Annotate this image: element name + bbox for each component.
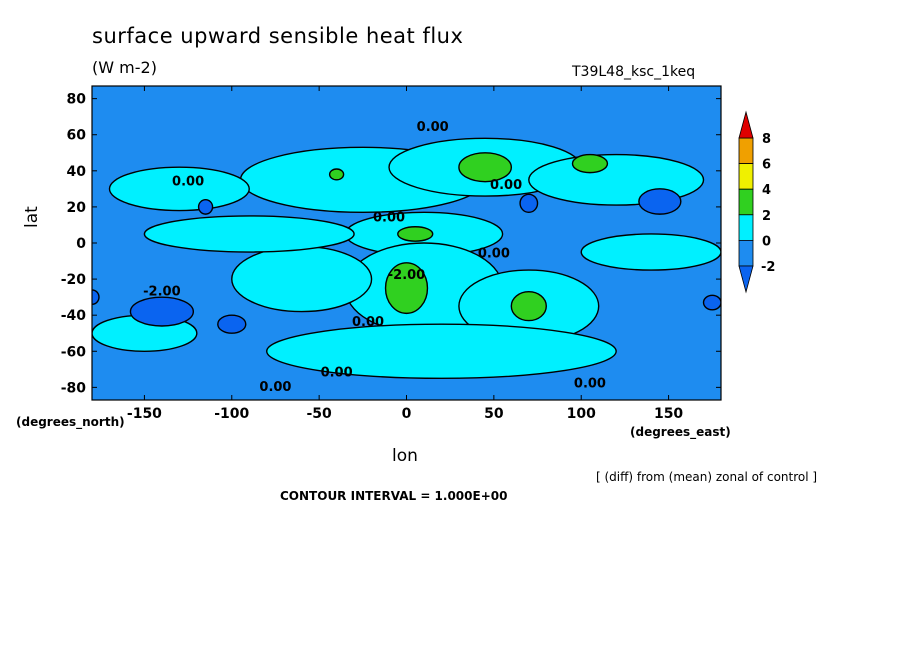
contour-labels: 0.00 0.00 0.00 0.00 0.00 -2.00 -2.00 0.00 0.00 0.… [143,120,606,395]
contour-label: 0.00 [417,120,449,135]
contour-label: -2.00 [388,268,425,283]
chart-units: (W m-2) [92,58,157,77]
x-axis-label: lon [392,446,418,466]
y-tick-label: 40 [67,164,87,180]
contour-label: 0.00 [478,246,510,261]
colorbar-max-arrow [738,110,754,139]
contour-label: 0.00 [259,380,291,395]
comparison-note: [ (diff) from (mean) zonal of control ] [596,470,818,484]
x-tick-label: -50 [306,406,332,422]
contour-region [397,226,434,242]
contour-region [519,193,539,214]
colorbar-label: 8 [762,132,771,147]
colorbar-band [738,188,754,216]
x-tick-label: 0 [402,406,412,422]
contour-region [571,153,609,174]
colorbar-label: 2 [762,209,771,224]
run-label: T39L48_ksc_1keq [572,64,696,80]
contour-region [580,233,721,271]
contour-region [143,215,355,253]
axes: -150 -100 -50 0 50 100 150 80 60 40 20 0 -20 -40 -60 -8… [61,86,721,422]
colorbar-band [738,239,754,267]
plot-area [92,86,721,400]
y-tick-label: 20 [67,200,87,216]
colorbar-label: -2 [761,260,775,275]
y-tick-label: -20 [61,272,87,288]
colorbar-band [738,137,754,165]
x-tick-label: -150 [127,406,162,422]
contour-label: 0.00 [490,178,522,193]
y-tick-label: 80 [67,92,87,108]
contour-interval: CONTOUR INTERVAL = 1.000E+00 [280,489,508,503]
x-tick-label: 150 [654,406,683,422]
contour-region [458,152,513,183]
colorbar-label: 0 [762,234,771,249]
colorbar-label: 4 [762,183,771,198]
y-tick-label: -80 [61,380,87,396]
contour-label: 0.00 [574,376,606,391]
contour-region [231,245,373,313]
x-tick-label: 50 [484,406,504,422]
y-tick-label: 0 [76,236,86,252]
colorbar: 8 6 4 2 0 -2 [738,110,775,294]
y-axis-unit: (degrees_north) [16,415,125,429]
contour-label: 0.00 [352,315,384,330]
colorbar-band [738,214,754,241]
colorbar-label: 6 [762,158,771,173]
contour-region [638,188,682,215]
contour-region [217,314,247,334]
x-axis-unit: (degrees_east) [630,425,731,439]
y-tick-label: -60 [61,344,87,360]
contour-region [92,289,100,306]
contour-region [129,296,195,327]
contour-region [702,294,721,311]
contour-region [384,262,429,315]
y-tick-label: -40 [61,308,87,324]
contour-region [197,198,214,215]
contour-region [108,166,250,212]
x-tick-label: -100 [214,406,249,422]
chart-title: surface upward sensible heat flux [92,24,464,48]
contour-region [328,168,345,181]
x-tick-label: 100 [567,406,596,422]
contour-label: -2.00 [143,284,180,299]
contour-label: 0.00 [172,174,204,189]
colorbar-band [738,163,754,190]
contour-label: 0.00 [321,366,353,381]
colorbar-min-arrow [738,265,754,294]
contour-region [510,291,547,322]
contour-label: 0.00 [373,210,405,225]
contour-region [266,323,617,380]
y-tick-label: 60 [67,128,87,144]
